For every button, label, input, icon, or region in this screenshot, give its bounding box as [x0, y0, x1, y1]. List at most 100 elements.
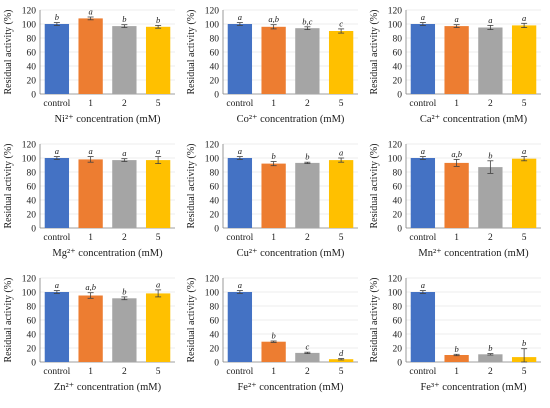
y-tick-label: 20: [393, 76, 403, 86]
y-tick-label: 0: [31, 358, 36, 368]
x-tick-label: 1: [88, 99, 93, 109]
bar-2: [295, 352, 320, 362]
chart-panel-7: 0 20 40 60 80 100 120 Residual activity (%) a con…: [3, 274, 175, 393]
chart-panel-1: 0 20 40 60 80 100 120 Residual activity (%) b con…: [3, 6, 175, 125]
x-tick-label: 1: [271, 233, 276, 243]
bar-control: [44, 24, 70, 94]
significance-letter: c: [305, 342, 309, 352]
bar-5: [145, 26, 171, 94]
x-tick-label: 5: [522, 367, 527, 377]
x-tick-label: control: [409, 367, 436, 377]
y-tick-label: 20: [27, 344, 37, 354]
y-tick-label: 80: [210, 168, 220, 178]
x-tick-label: control: [226, 99, 253, 109]
significance-letter: b: [156, 15, 160, 25]
x-tick-label: 1: [454, 99, 459, 109]
x-tick-label: control: [43, 233, 70, 243]
x-tick-label: control: [226, 367, 253, 377]
y-tick-label: 60: [210, 48, 220, 58]
y-tick-label: 40: [27, 330, 37, 340]
y-tick-label: 120: [388, 140, 403, 150]
x-axis-label: Fe²⁺ concentration (mM): [237, 382, 344, 393]
x-axis-label: Ni²⁺ concentration (mM): [54, 114, 161, 125]
bar-control: [44, 158, 70, 228]
significance-letter: d: [339, 348, 344, 358]
y-tick-label: 60: [27, 316, 37, 326]
bar-2: [112, 26, 137, 95]
y-tick-label: 80: [393, 34, 403, 44]
y-tick-label: 40: [393, 330, 403, 340]
significance-letter: a,b: [85, 282, 96, 292]
y-tick-label: 0: [31, 224, 36, 234]
bar-1: [444, 26, 469, 95]
bar-2: [478, 354, 503, 362]
y-tick-label: 120: [22, 6, 37, 16]
x-tick-label: control: [409, 99, 436, 109]
bar-2: [112, 298, 137, 362]
bar-5: [511, 158, 537, 228]
x-axis-label: Zn²⁺ concentration (mM): [54, 382, 162, 393]
bar-control: [410, 158, 436, 228]
y-axis-label: Residual activity (%): [186, 144, 197, 229]
y-tick-label: 120: [22, 140, 37, 150]
chart-panel-3: 0 20 40 60 80 100 120 Residual activity (%) a con…: [369, 6, 541, 125]
significance-letter: a: [89, 146, 93, 156]
y-axis-label: Residual activity (%): [369, 10, 380, 95]
y-tick-label: 40: [393, 196, 403, 206]
significance-letter: a: [55, 280, 59, 290]
x-axis-label: Cu²⁺ concentration (mM): [237, 248, 345, 259]
y-tick-label: 60: [27, 182, 37, 192]
y-tick-label: 100: [22, 20, 37, 30]
significance-letter: b: [488, 150, 492, 160]
y-tick-label: 80: [27, 168, 37, 178]
significance-letter: a: [122, 148, 126, 158]
x-tick-label: 2: [305, 99, 310, 109]
bar-1: [78, 159, 103, 228]
x-tick-label: 1: [271, 99, 276, 109]
chart-panel-4: 0 20 40 60 80 100 120 Residual activity (%) a con…: [3, 140, 175, 259]
y-tick-label: 100: [388, 154, 403, 164]
bar-control: [227, 24, 253, 94]
y-tick-label: 100: [22, 154, 37, 164]
y-tick-label: 80: [210, 34, 220, 44]
y-tick-label: 100: [205, 154, 220, 164]
significance-letter: b: [488, 343, 492, 353]
bar-control: [44, 292, 70, 362]
x-tick-label: 5: [156, 233, 161, 243]
x-tick-label: 1: [88, 367, 93, 377]
x-tick-label: 5: [156, 99, 161, 109]
y-tick-label: 120: [205, 6, 220, 16]
x-tick-label: 1: [88, 233, 93, 243]
chart-panel-5: 0 20 40 60 80 100 120 Residual activity (%) a con…: [186, 140, 358, 259]
y-axis-label: Residual activity (%): [3, 10, 14, 95]
y-tick-label: 40: [210, 62, 220, 72]
y-tick-label: 100: [22, 288, 37, 298]
significance-letter: a: [89, 7, 93, 17]
bar-5: [145, 160, 171, 228]
y-tick-label: 0: [31, 90, 36, 100]
significance-letter: b: [55, 12, 59, 22]
y-tick-label: 0: [397, 358, 402, 368]
significance-letter: a: [522, 146, 526, 156]
y-axis-label: Residual activity (%): [186, 278, 197, 363]
significance-letter: b: [272, 151, 276, 161]
y-tick-label: 60: [393, 316, 403, 326]
y-tick-label: 120: [388, 274, 403, 284]
bar-control: [227, 158, 253, 228]
y-tick-label: 20: [393, 210, 403, 220]
y-tick-label: 40: [210, 196, 220, 206]
y-tick-label: 40: [27, 62, 37, 72]
y-tick-label: 60: [393, 48, 403, 58]
x-tick-label: control: [43, 367, 70, 377]
bar-5: [328, 160, 354, 228]
chart-panel-8: 0 20 40 60 80 100 120 Residual activity (%) a con…: [186, 274, 358, 393]
y-tick-label: 80: [27, 34, 37, 44]
y-tick-label: 120: [205, 140, 220, 150]
y-tick-label: 0: [397, 90, 402, 100]
chart-panel-9: 0 20 40 60 80 100 120 Residual activity (%) a con…: [369, 274, 541, 393]
significance-letter: a: [238, 280, 242, 290]
x-tick-label: control: [43, 99, 70, 109]
significance-letter: a: [455, 14, 459, 24]
significance-letter: b: [272, 331, 276, 341]
